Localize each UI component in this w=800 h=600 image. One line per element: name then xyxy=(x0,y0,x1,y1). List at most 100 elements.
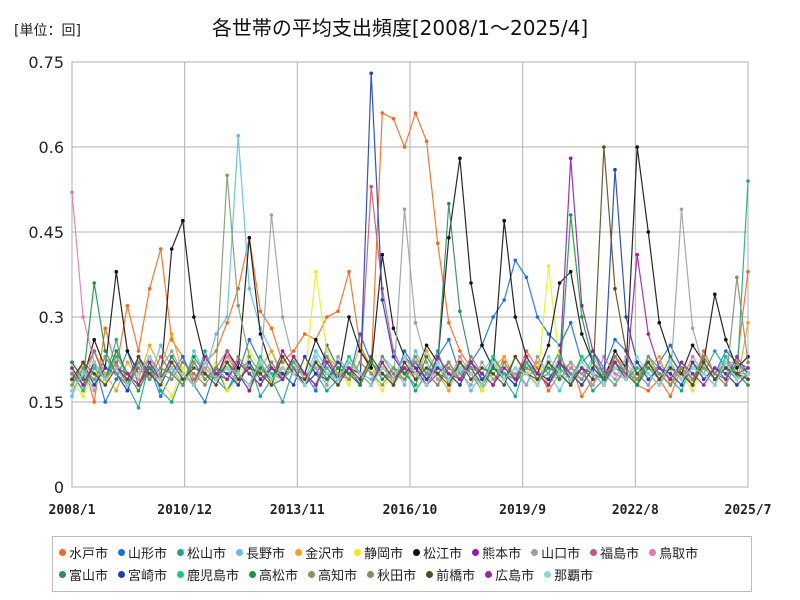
unit-label: [単位：回] xyxy=(14,23,81,39)
data-point xyxy=(713,371,717,376)
data-point xyxy=(225,366,229,370)
legend-label: 松江市 xyxy=(423,546,463,562)
legend-label: 静岡市 xyxy=(364,546,404,562)
data-point xyxy=(114,377,119,382)
data-point xyxy=(646,332,651,336)
data-point xyxy=(169,377,174,382)
data-point xyxy=(458,377,462,382)
data-point xyxy=(280,349,285,353)
legend-item: 福島市 xyxy=(590,541,639,563)
data-point xyxy=(435,377,440,382)
data-point xyxy=(347,377,351,382)
legend-label: 富山市 xyxy=(69,568,109,584)
data-point xyxy=(125,360,130,365)
data-point xyxy=(325,388,329,393)
data-point xyxy=(502,298,507,302)
data-point xyxy=(690,343,695,348)
data-point xyxy=(713,366,717,370)
data-point xyxy=(147,377,152,382)
data-point xyxy=(147,343,152,348)
data-point xyxy=(690,388,695,393)
data-point xyxy=(502,218,507,223)
data-point xyxy=(380,298,385,302)
data-point xyxy=(169,354,174,359)
data-point xyxy=(325,377,329,382)
data-point xyxy=(158,343,163,348)
data-point xyxy=(192,383,196,387)
series-line xyxy=(71,175,749,387)
data-point xyxy=(580,360,584,365)
data-point xyxy=(624,349,628,353)
data-point xyxy=(258,383,263,387)
data-point xyxy=(580,383,584,387)
legend-item: 高松市 xyxy=(249,563,298,585)
data-point xyxy=(635,383,639,387)
data-point xyxy=(458,360,462,365)
data-point xyxy=(136,360,141,365)
line-chart: 0 0.15 0.3 0.45 0.6 0.75 2008/1 2010/12 2013/11 2… xyxy=(28,53,771,518)
data-point xyxy=(502,366,507,370)
data-point xyxy=(502,354,507,359)
data-point xyxy=(524,371,529,376)
data-point xyxy=(701,371,706,376)
y-tick-label: 0.3 xyxy=(39,308,64,327)
data-point xyxy=(70,371,74,376)
data-point xyxy=(746,179,750,183)
data-point xyxy=(735,275,739,280)
axis-layer: 0 0.15 0.3 0.45 0.6 0.75 2008/1 2010/12 2013/11 2… xyxy=(28,53,771,518)
data-point xyxy=(302,377,307,382)
data-point xyxy=(546,264,551,268)
data-point xyxy=(513,366,518,370)
data-point xyxy=(325,383,329,387)
data-point xyxy=(192,349,196,353)
y-tick-label: 0.6 xyxy=(39,138,64,157)
legend-item: 秋田市 xyxy=(367,563,416,585)
data-point xyxy=(114,337,119,342)
data-point xyxy=(568,377,573,382)
data-point xyxy=(214,332,218,336)
legend-swatch xyxy=(59,570,66,578)
data-point xyxy=(535,360,540,365)
data-point xyxy=(402,145,407,149)
legend-item: 山口市 xyxy=(531,541,580,563)
data-point xyxy=(746,320,750,325)
data-point xyxy=(424,139,429,144)
legend: 水戸市 山形市 松山市 長野市 金沢市 静岡市 松江市 熊本市 山口市 福島市 鳥取市 富山市 宮崎市 鹿… xyxy=(52,536,752,592)
data-point xyxy=(469,354,473,359)
data-point xyxy=(557,360,562,365)
data-point xyxy=(713,377,717,382)
data-point xyxy=(447,320,451,325)
data-point xyxy=(568,213,573,217)
data-point xyxy=(546,354,551,359)
data-point xyxy=(724,360,728,365)
data-point xyxy=(646,383,651,387)
legend-item: 水戸市 xyxy=(59,541,108,563)
data-point xyxy=(413,388,418,393)
legend-item: 熊本市 xyxy=(472,541,521,563)
data-point xyxy=(713,349,717,353)
data-point xyxy=(701,360,706,365)
data-point xyxy=(469,366,473,370)
data-point xyxy=(413,371,418,376)
data-point xyxy=(580,332,584,336)
data-point xyxy=(203,400,207,404)
data-point xyxy=(513,377,518,382)
data-point xyxy=(181,377,185,382)
legend-item: 高知市 xyxy=(308,563,357,585)
data-point xyxy=(668,360,673,365)
data-point xyxy=(203,366,207,370)
legend-label: 広島市 xyxy=(495,568,535,584)
data-point xyxy=(181,354,185,359)
chart-title: 各世帯の平均支出頻度[2008/1～2025/4] xyxy=(211,16,589,40)
data-point xyxy=(336,360,340,365)
data-point xyxy=(369,371,374,376)
data-point xyxy=(269,360,274,365)
data-point xyxy=(491,354,495,359)
data-point xyxy=(236,354,240,359)
data-point xyxy=(580,354,584,359)
data-point xyxy=(480,360,484,365)
data-point xyxy=(380,377,385,382)
data-point xyxy=(325,354,329,359)
data-point xyxy=(624,377,628,382)
data-point xyxy=(314,349,318,353)
